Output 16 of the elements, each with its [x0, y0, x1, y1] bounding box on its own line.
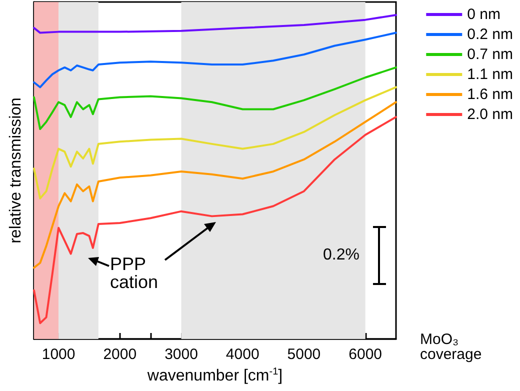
- annotation: PPP cation: [110, 254, 158, 292]
- x-tick-label: 1000: [42, 346, 76, 363]
- legend-label: 0.2 nm: [467, 26, 513, 43]
- x-tick-label: 4000: [226, 346, 260, 363]
- legend-label: 0 nm: [467, 6, 500, 23]
- x-tick-label: 6000: [348, 346, 382, 363]
- annotation: 0.2%: [323, 246, 360, 264]
- legend-label: 2.0 nm: [467, 106, 513, 123]
- legend-label: 1.6 nm: [467, 86, 513, 103]
- x-tick-label: 2000: [103, 346, 137, 363]
- x-tick-label: 3000: [164, 346, 198, 363]
- legend-label: 0.7 nm: [467, 46, 513, 63]
- y-axis-title: relative transmission: [8, 98, 24, 244]
- legend-label: 1.1 nm: [467, 66, 513, 83]
- legend-title: MoO₃ coverage: [420, 331, 482, 363]
- x-tick-label: 5000: [287, 346, 321, 363]
